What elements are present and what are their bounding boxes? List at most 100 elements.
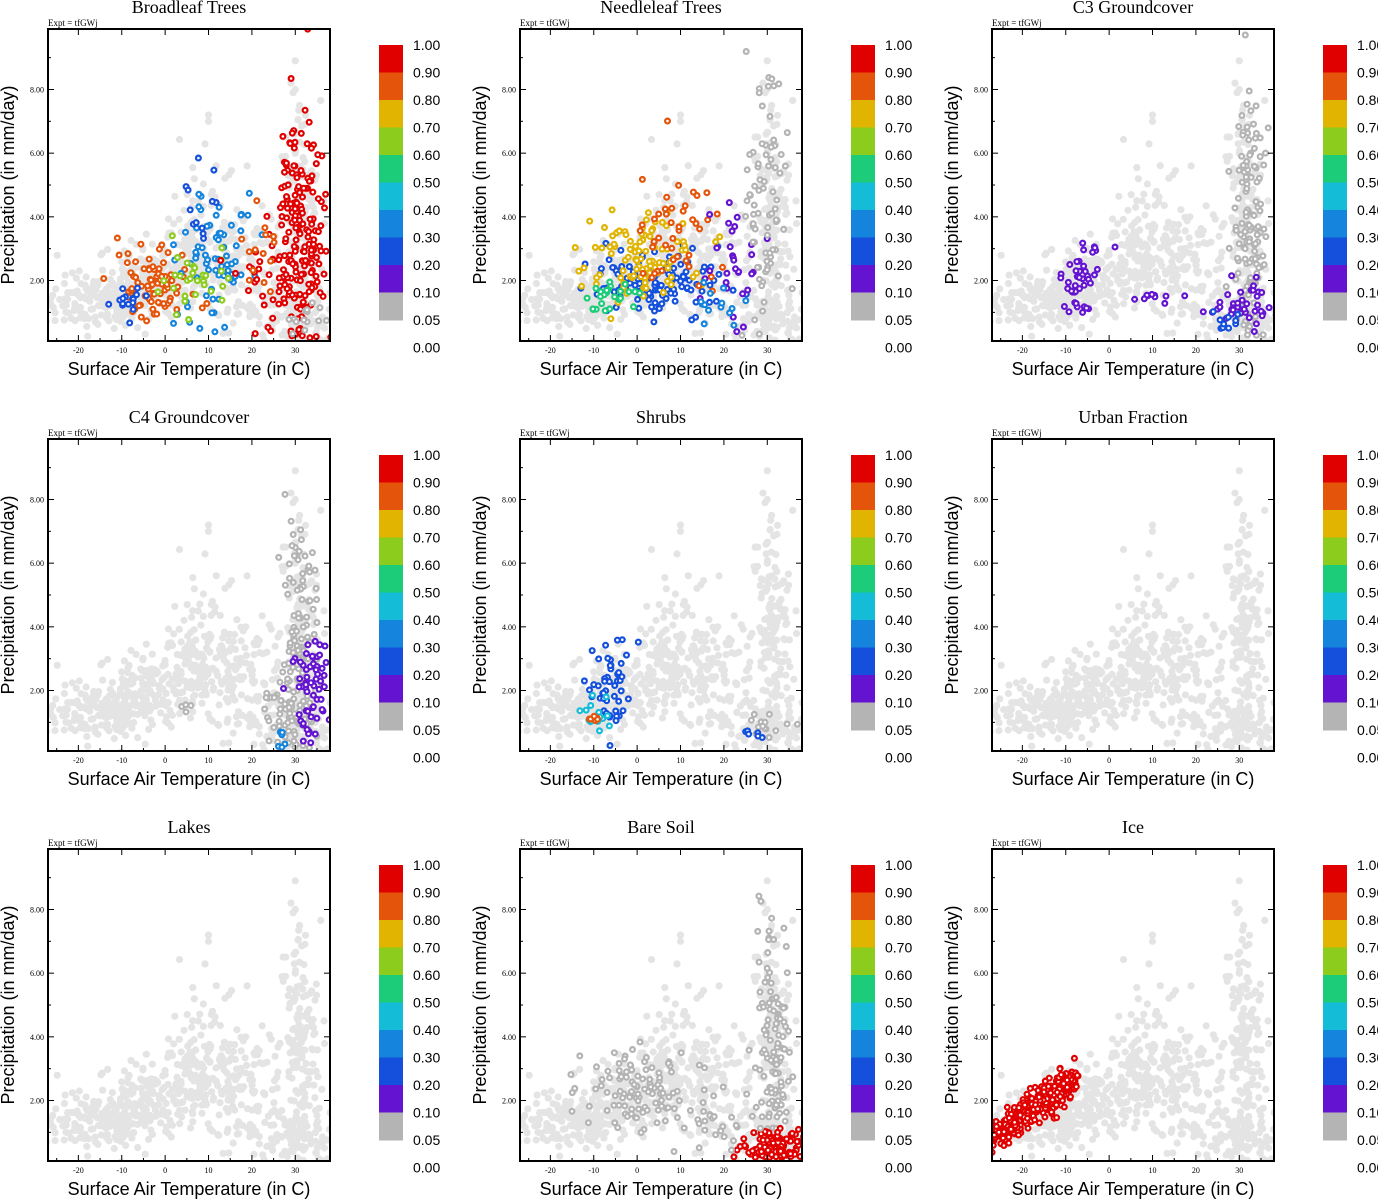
background-point	[224, 698, 232, 706]
data-point	[712, 238, 720, 246]
data-point	[288, 628, 296, 636]
data-point	[767, 143, 775, 151]
background-point	[267, 301, 275, 309]
data-point	[1247, 274, 1255, 282]
colorbar-swatch	[379, 537, 403, 566]
background-point	[60, 689, 68, 698]
data-point	[181, 297, 189, 305]
colorbar-swatch	[1323, 100, 1347, 128]
points	[992, 31, 1274, 348]
data-point	[186, 275, 194, 283]
background-point	[1264, 219, 1273, 228]
data-point	[316, 242, 324, 250]
data-point	[321, 204, 329, 212]
background-point	[150, 691, 158, 700]
data-point	[696, 225, 704, 233]
colorbar-label: 0.70	[413, 530, 440, 546]
data-point	[283, 285, 291, 293]
data-point	[596, 293, 604, 301]
background-point	[710, 386, 717, 393]
data-point	[635, 247, 643, 255]
background-point	[259, 240, 267, 248]
data-point	[731, 223, 739, 231]
data-point	[1256, 153, 1264, 161]
background-point	[216, 689, 224, 697]
background-point	[228, 686, 236, 695]
data-point	[202, 292, 210, 300]
background-point	[995, 317, 1003, 325]
background-point	[1165, 174, 1173, 182]
background-point	[510, 716, 517, 723]
background-point	[118, 265, 126, 273]
data-point	[195, 203, 203, 211]
background-point	[701, 227, 710, 236]
data-point	[636, 238, 644, 246]
data-point	[312, 160, 320, 168]
data-point	[1111, 243, 1119, 251]
data-point	[174, 254, 182, 262]
data-point	[262, 231, 270, 239]
background-point	[1072, 314, 1080, 322]
data-point	[725, 219, 733, 227]
background-point	[1105, 247, 1113, 255]
background-point	[1140, 267, 1148, 275]
background-point	[176, 710, 184, 718]
data-point	[304, 233, 312, 241]
background-point	[196, 677, 204, 685]
data-point	[124, 300, 132, 308]
x-tick-label: -10	[116, 346, 127, 355]
data-point	[278, 743, 286, 751]
background-point	[84, 742, 92, 750]
data-point	[115, 251, 123, 259]
background-point	[1248, 341, 1255, 348]
background-point	[699, 167, 708, 175]
background-point	[1016, 274, 1024, 282]
background-point	[223, 677, 231, 686]
background-point	[235, 310, 243, 318]
data-point	[275, 717, 283, 725]
background-point	[171, 602, 179, 610]
background-point	[111, 283, 119, 291]
x-tick-label: -10	[1060, 346, 1071, 355]
background-point	[771, 283, 779, 291]
data-point	[318, 706, 326, 714]
data-point	[290, 737, 298, 745]
data-point	[297, 129, 305, 137]
background-point	[259, 650, 267, 658]
background-point	[76, 303, 85, 311]
data-point	[1066, 261, 1074, 269]
background-point	[111, 723, 119, 731]
colorbar-swatch	[379, 620, 403, 648]
background-point	[164, 625, 173, 633]
data-point	[1242, 173, 1250, 181]
colorbar-label: 0.10	[413, 285, 440, 301]
background-point	[220, 218, 228, 226]
data-point	[281, 252, 289, 260]
background-point	[201, 686, 209, 694]
background-point	[122, 731, 130, 740]
data-point	[600, 224, 608, 232]
data-point	[758, 140, 766, 148]
colorbar-label: 0.20	[413, 667, 440, 683]
data-point	[126, 319, 134, 327]
background-point	[1174, 265, 1182, 273]
background-point	[1052, 300, 1060, 308]
data-point	[315, 260, 323, 268]
background-point	[1026, 273, 1034, 281]
data-point	[1082, 304, 1090, 312]
data-point	[626, 245, 634, 253]
data-point	[306, 597, 314, 605]
background-point	[273, 663, 281, 672]
data-point	[244, 211, 252, 219]
data-point	[1250, 328, 1258, 336]
background-point	[189, 164, 197, 172]
background-point	[134, 734, 142, 742]
data-point	[662, 241, 670, 249]
data-point	[307, 713, 315, 721]
background-point	[709, 227, 717, 235]
data-point	[1258, 289, 1266, 297]
data-point	[1199, 308, 1207, 316]
background-point	[1175, 221, 1183, 229]
background-point	[237, 637, 245, 645]
